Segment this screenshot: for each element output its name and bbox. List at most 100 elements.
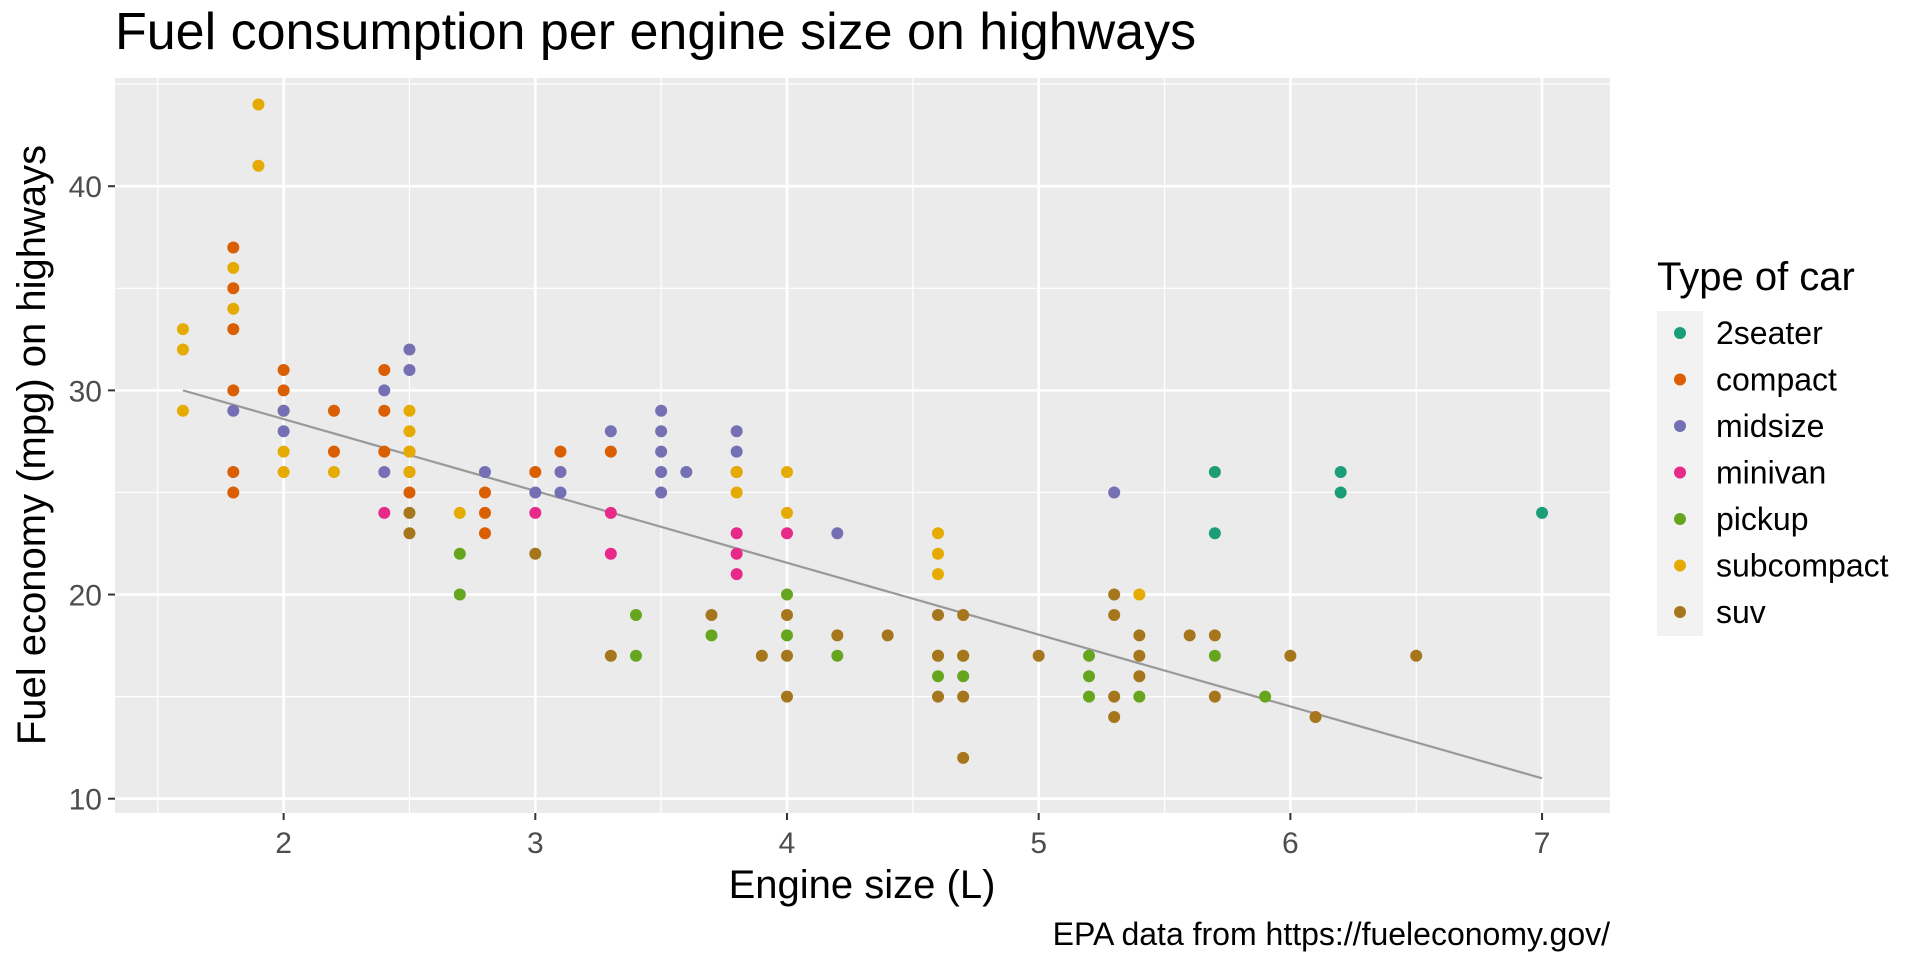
data-point-pickup: [1083, 649, 1096, 662]
data-point-compact: [227, 486, 240, 499]
data-point-minivan: [730, 527, 743, 540]
data-point-compact: [478, 527, 491, 540]
legend-key-pickup: [1674, 513, 1686, 525]
points-layer: [176, 98, 1549, 764]
data-point-suv: [1208, 629, 1221, 642]
y-tick-label: 40: [69, 171, 102, 204]
legend-title: Type of car: [1657, 255, 1855, 299]
data-point-midsize: [655, 445, 668, 458]
legend-label-compact: compact: [1716, 362, 1837, 398]
data-point-midsize: [227, 404, 240, 417]
data-point-minivan: [780, 527, 793, 540]
data-point-suv: [780, 649, 793, 662]
legend-label-minivan: minivan: [1716, 455, 1826, 491]
data-point-pickup: [780, 629, 793, 642]
grid-minor: [115, 78, 1610, 813]
legend-key-suv: [1674, 606, 1686, 618]
data-point-subcompact: [403, 425, 416, 438]
data-point-compact: [227, 323, 240, 336]
y-tick-label: 20: [69, 580, 102, 613]
data-point-midsize: [277, 404, 290, 417]
data-point-midsize: [680, 466, 693, 479]
data-point-compact: [378, 363, 391, 376]
legend-key-subcompact: [1674, 559, 1686, 572]
data-point-subcompact: [176, 323, 189, 336]
data-point-suv: [755, 649, 768, 662]
data-point-subcompact: [227, 261, 240, 274]
data-point-suv: [780, 608, 793, 621]
data-point-subcompact: [176, 404, 189, 417]
data-point-subcompact: [327, 466, 340, 479]
data-point-pickup: [1133, 690, 1146, 703]
legend-label-suv: suv: [1716, 594, 1766, 630]
data-point-compact: [277, 384, 290, 397]
data-point-compact: [478, 486, 491, 499]
data-point-compact: [604, 445, 617, 458]
data-point-midsize: [554, 466, 567, 479]
data-point-minivan: [378, 506, 391, 519]
x-tick-label: 5: [1030, 827, 1047, 860]
data-point-suv: [1133, 670, 1146, 683]
data-point-pickup: [453, 547, 466, 560]
data-point-2seater: [1208, 466, 1221, 479]
legend-key-compact: [1674, 373, 1686, 386]
x-tick-label: 2: [275, 827, 292, 860]
data-point-midsize: [403, 363, 416, 376]
data-point-compact: [529, 466, 542, 479]
data-point-pickup: [1259, 690, 1272, 703]
data-point-suv: [932, 690, 945, 703]
data-point-suv: [403, 506, 416, 519]
data-point-subcompact: [252, 98, 265, 111]
data-point-suv: [1108, 608, 1121, 621]
data-point-compact: [554, 445, 567, 458]
data-point-suv: [932, 649, 945, 662]
data-point-compact: [227, 241, 240, 254]
data-point-suv: [1032, 649, 1045, 662]
data-point-subcompact: [780, 506, 793, 519]
data-point-suv: [957, 649, 970, 662]
data-point-2seater: [1334, 486, 1347, 499]
data-point-subcompact: [932, 527, 945, 540]
data-point-compact: [378, 404, 391, 417]
data-point-minivan: [730, 547, 743, 560]
grid-major: [115, 78, 1610, 813]
chart-title: Fuel consumption per engine size on high…: [115, 3, 1196, 61]
data-point-suv: [1410, 649, 1423, 662]
legend-items: 2seater compact midsize minivan pickup subcom…: [1674, 315, 1889, 630]
data-point-subcompact: [252, 159, 265, 172]
data-point-compact: [327, 404, 340, 417]
data-point-suv: [957, 690, 970, 703]
data-point-suv: [1108, 588, 1121, 601]
data-point-midsize: [478, 466, 491, 479]
data-point-suv: [1208, 690, 1221, 703]
data-point-subcompact: [780, 466, 793, 479]
data-point-pickup: [705, 629, 718, 642]
data-point-suv: [604, 649, 617, 662]
data-point-subcompact: [403, 466, 416, 479]
data-point-subcompact: [730, 486, 743, 499]
data-point-subcompact: [277, 445, 290, 458]
y-axis: 10 20 30 40: [69, 171, 115, 817]
data-point-minivan: [604, 547, 617, 560]
data-point-2seater: [1536, 506, 1549, 519]
y-axis-title: Fuel economy (mpg) on highways: [10, 145, 54, 745]
data-point-pickup: [957, 670, 970, 683]
data-point-midsize: [831, 527, 844, 540]
data-point-suv: [529, 547, 542, 560]
data-point-subcompact: [403, 404, 416, 417]
data-point-2seater: [1334, 466, 1347, 479]
data-point-pickup: [629, 649, 642, 662]
data-point-suv: [957, 608, 970, 621]
x-tick-label: 3: [527, 827, 544, 860]
data-point-suv: [1108, 711, 1121, 724]
legend-key-minivan: [1674, 466, 1686, 479]
data-point-compact: [227, 282, 240, 295]
data-point-pickup: [932, 670, 945, 683]
data-point-subcompact: [1133, 588, 1146, 601]
x-axis-title: Engine size (L): [729, 863, 996, 907]
data-point-subcompact: [932, 547, 945, 560]
data-point-suv: [831, 629, 844, 642]
data-point-suv: [1133, 629, 1146, 642]
